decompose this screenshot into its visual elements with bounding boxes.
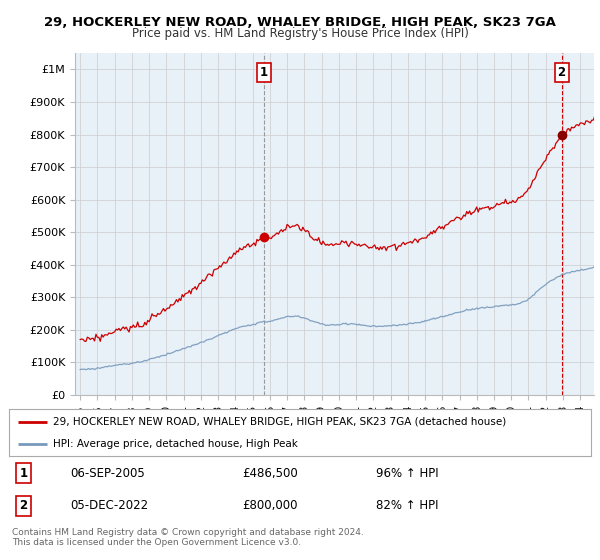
- Text: HPI: Average price, detached house, High Peak: HPI: Average price, detached house, High…: [53, 438, 298, 449]
- Text: 2: 2: [19, 499, 28, 512]
- Text: 96% ↑ HPI: 96% ↑ HPI: [376, 467, 438, 480]
- Text: 29, HOCKERLEY NEW ROAD, WHALEY BRIDGE, HIGH PEAK, SK23 7GA (detached house): 29, HOCKERLEY NEW ROAD, WHALEY BRIDGE, H…: [53, 417, 506, 427]
- Text: 06-SEP-2005: 06-SEP-2005: [70, 467, 145, 480]
- Text: 1: 1: [260, 66, 268, 79]
- Text: 29, HOCKERLEY NEW ROAD, WHALEY BRIDGE, HIGH PEAK, SK23 7GA: 29, HOCKERLEY NEW ROAD, WHALEY BRIDGE, H…: [44, 16, 556, 29]
- Text: £486,500: £486,500: [242, 467, 298, 480]
- Text: 2: 2: [557, 66, 566, 79]
- Text: 1: 1: [19, 467, 28, 480]
- Text: Price paid vs. HM Land Registry's House Price Index (HPI): Price paid vs. HM Land Registry's House …: [131, 27, 469, 40]
- Text: 82% ↑ HPI: 82% ↑ HPI: [376, 499, 438, 512]
- Text: £800,000: £800,000: [242, 499, 298, 512]
- Text: Contains HM Land Registry data © Crown copyright and database right 2024.
This d: Contains HM Land Registry data © Crown c…: [12, 528, 364, 547]
- Text: 05-DEC-2022: 05-DEC-2022: [70, 499, 148, 512]
